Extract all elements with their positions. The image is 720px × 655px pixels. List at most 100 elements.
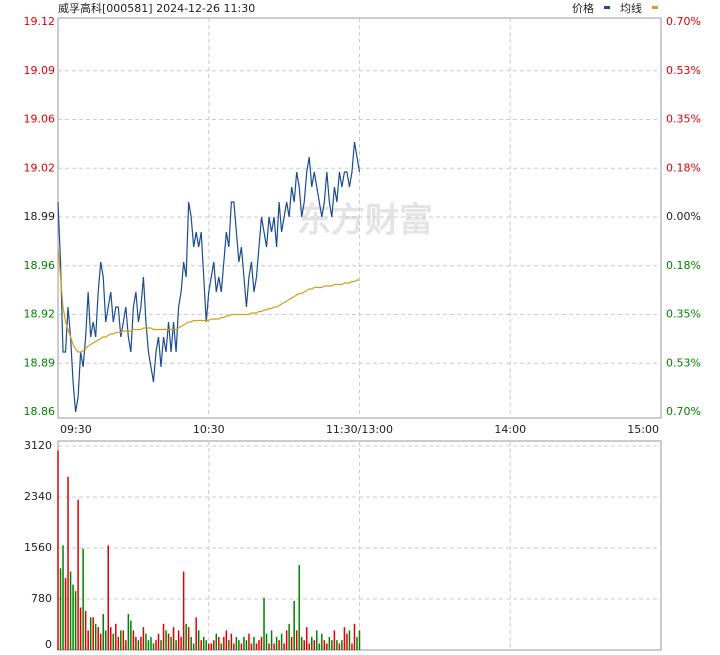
volume-bar (147, 640, 150, 650)
volume-bar (110, 627, 112, 650)
volume-bar (218, 636, 220, 650)
volume-bar (102, 614, 104, 650)
volume-bar (69, 571, 72, 650)
y2-tick-label: 0.00% (666, 210, 701, 223)
volume-bar (243, 636, 245, 650)
volume-bar (62, 545, 64, 650)
y-tick-label: 19.12 (24, 15, 56, 28)
y2-tick-label: 0.18% (666, 161, 701, 174)
volume-bar (167, 633, 170, 650)
volume-bar (117, 636, 120, 650)
x-tick-label: 11:30/13:00 (326, 423, 393, 436)
legend-label: 均线 (620, 1, 642, 15)
volume-bar (253, 636, 255, 650)
volume-bar (59, 568, 62, 650)
volume-bar (208, 643, 210, 650)
y2-tick-label: 0.53% (666, 64, 701, 77)
volume-bar (358, 630, 361, 650)
volume-bar (175, 640, 177, 650)
volume-tick-label: 1560 (24, 541, 52, 554)
volume-bar (288, 623, 290, 650)
volume-bar (127, 614, 130, 650)
volume-bar (155, 640, 157, 650)
legend-label: 价格 (572, 1, 594, 15)
volume-bar (142, 627, 145, 650)
volume-bar (162, 623, 165, 650)
volume-bar (122, 630, 125, 650)
volume-bar (303, 640, 305, 650)
volume-bar (318, 643, 321, 650)
y-tick-label: 19.02 (24, 161, 56, 174)
volume-bar (67, 476, 69, 650)
y2-tick-label: 0.35% (666, 308, 701, 321)
volume-bar (170, 636, 172, 650)
volume-bar (338, 643, 341, 650)
volume-bar (290, 636, 293, 650)
volume-bar (245, 640, 248, 650)
watermark: 东方财富 (297, 201, 433, 241)
y2-tick-label: 0.53% (666, 356, 701, 369)
volume-bar (248, 633, 250, 650)
volume-bar (112, 633, 115, 650)
volume-bar (326, 643, 328, 650)
volume-bar (293, 600, 295, 650)
volume-bar (57, 450, 59, 650)
volume-tick-label: 0 (45, 638, 52, 651)
volume-bar (64, 578, 67, 650)
volume-bar (240, 643, 243, 650)
volume-bar (305, 627, 308, 650)
volume-bar (157, 633, 160, 650)
volume-bar (225, 630, 228, 650)
volume-bar (210, 643, 213, 650)
volume-bar (223, 636, 225, 650)
x-tick-label: 10:30 (193, 423, 225, 436)
volume-bar (125, 640, 127, 650)
volume-bar (115, 623, 117, 650)
volume-bar (258, 640, 260, 650)
volume-bar (99, 633, 102, 650)
y-tick-label: 18.92 (24, 308, 56, 321)
volume-bar (137, 640, 140, 650)
volume-bar (273, 643, 275, 650)
volume-bar (213, 640, 215, 650)
volume-bar (190, 636, 192, 650)
y-tick-label: 18.89 (24, 356, 56, 369)
volume-bar (120, 630, 122, 650)
volume-bar (192, 643, 195, 650)
x-tick-label: 09:30 (60, 423, 92, 436)
volume-bar (331, 640, 333, 650)
x-tick-label: 14:00 (494, 423, 526, 436)
volume-bar (197, 630, 200, 650)
volume-bar (343, 627, 346, 650)
volume-bar (270, 630, 273, 650)
legend-swatch (652, 6, 658, 9)
volume-bar (140, 636, 142, 650)
volume-bar (135, 636, 137, 650)
volume-bar (107, 545, 109, 650)
volume-bar (185, 623, 187, 650)
volume-bar (150, 636, 152, 650)
volume-bar (145, 633, 147, 650)
price-line (57, 141, 361, 413)
volume-bar (341, 640, 343, 650)
volume-bar (74, 591, 77, 650)
volume-bar (348, 630, 351, 650)
y-tick-label: 19.09 (24, 64, 56, 77)
volume-bar (250, 643, 253, 650)
volume-bar (87, 630, 89, 650)
volume-bar (89, 617, 92, 650)
volume-bar (77, 499, 79, 650)
volume-bar (228, 640, 230, 650)
volume-bar (311, 636, 313, 650)
volume-bar (230, 633, 233, 650)
volume-bar (356, 636, 358, 650)
volume-bar (72, 584, 74, 650)
volume-bar (321, 633, 323, 650)
volume-bar (260, 636, 263, 650)
volume-bar (268, 643, 270, 650)
volume-bar (97, 627, 99, 650)
volume-bar (233, 643, 235, 650)
volume-bar (298, 565, 300, 650)
volume-bar (275, 636, 278, 650)
